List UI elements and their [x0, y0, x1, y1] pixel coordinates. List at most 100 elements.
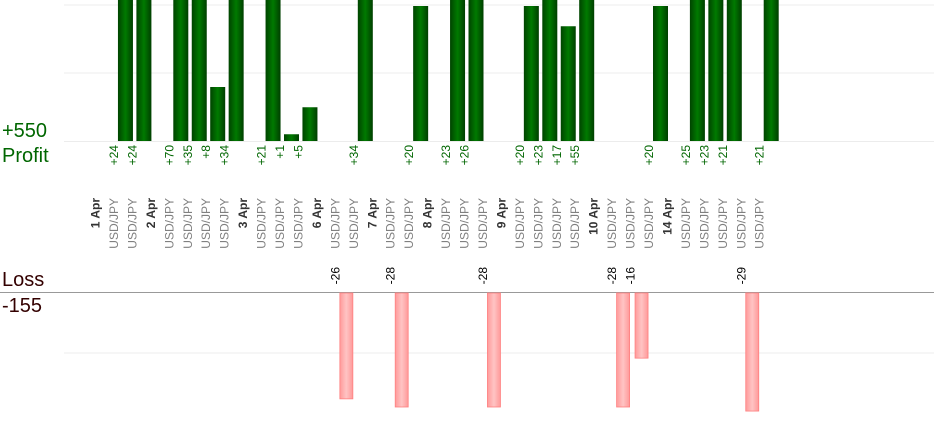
- profit-value-label: +23: [697, 145, 711, 166]
- pair-label: USD/JPY: [273, 198, 287, 249]
- pair-label: USD/JPY: [402, 198, 416, 249]
- profit-bar: [763, 0, 779, 141]
- profit-value-label: +20: [402, 145, 416, 166]
- date-label: 2 Apr: [144, 198, 158, 229]
- profit-value-label: +24: [107, 145, 121, 166]
- profit-bar: [117, 0, 133, 141]
- profit-bar: [173, 0, 189, 141]
- profit-value-label: +5: [291, 145, 305, 159]
- pair-label: USD/JPY: [716, 198, 730, 249]
- profit-bar: [191, 0, 207, 141]
- pair-label: USD/JPY: [568, 198, 582, 249]
- date-label: 1 Apr: [89, 198, 103, 229]
- loss-value-label: -26: [328, 267, 342, 285]
- profit-value-label: +34: [347, 145, 361, 166]
- loss-total-label: -155: [2, 295, 43, 317]
- profit-value-label: +20: [642, 145, 656, 166]
- profit-bar: [357, 0, 373, 141]
- loss-bar: [634, 292, 649, 359]
- profit-value-label: +21: [255, 145, 269, 166]
- profit-value-label: +26: [458, 145, 472, 166]
- pair-label: USD/JPY: [734, 198, 748, 249]
- pair-label: USD/JPY: [642, 198, 656, 249]
- labels-layer: 1 Apr USD/JPY +24 USD/JPY +24 2 Apr USD/JPY +70…: [89, 145, 767, 285]
- pair-label: USD/JPY: [347, 198, 361, 249]
- pair-label: USD/JPY: [697, 198, 711, 249]
- loss-value-label: -28: [384, 267, 398, 285]
- date-label: 3 Apr: [236, 198, 250, 229]
- pair-label: USD/JPY: [181, 198, 195, 249]
- profit-value-label: +21: [716, 145, 730, 166]
- pair-label: USD/JPY: [199, 198, 213, 249]
- pair-label: USD/JPY: [513, 198, 527, 249]
- loss-value-label: -16: [624, 267, 638, 285]
- pair-label: USD/JPY: [107, 198, 121, 249]
- profit-bar: [136, 0, 152, 141]
- pair-label: USD/JPY: [531, 198, 545, 249]
- pair-label: USD/JPY: [439, 198, 453, 249]
- profit-bar: [689, 0, 705, 141]
- profit-value-label: +55: [568, 145, 582, 166]
- profit-bar: [653, 6, 668, 141]
- profit-bar: [468, 0, 484, 141]
- profit-bar: [542, 0, 558, 141]
- loss-bar: [339, 292, 354, 400]
- pair-label: USD/JPY: [125, 198, 139, 249]
- profit-bar: [726, 0, 742, 141]
- grid-layer: [0, 4, 934, 354]
- profit-value-label: +20: [513, 145, 527, 166]
- profit-bar: [579, 0, 595, 141]
- pair-label: USD/JPY: [753, 198, 767, 249]
- profit-bar: [228, 0, 244, 141]
- loss-title: Loss: [2, 269, 45, 291]
- profit-value-label: +23: [439, 145, 453, 166]
- pair-label: USD/JPY: [255, 198, 269, 249]
- loss-bar: [616, 292, 630, 408]
- profit-bar: [284, 134, 299, 141]
- pair-label: USD/JPY: [605, 198, 619, 249]
- pair-label: USD/JPY: [624, 198, 638, 249]
- bars-layer: [117, 0, 779, 412]
- profit-value-label: +35: [181, 145, 195, 166]
- profit-title: Profit: [2, 145, 49, 167]
- profit-bar: [523, 6, 539, 141]
- profit-value-label: +70: [162, 145, 176, 166]
- date-label: 9 Apr: [494, 198, 508, 229]
- profit-value-label: +1: [273, 145, 287, 159]
- pair-label: USD/JPY: [291, 198, 305, 249]
- pair-label: USD/JPY: [384, 198, 398, 249]
- loss-bar: [745, 292, 760, 412]
- pair-label: USD/JPY: [218, 198, 232, 249]
- profit-value-label: +21: [753, 145, 767, 166]
- profit-value-label: +34: [218, 145, 232, 166]
- profit-value-label: +24: [125, 145, 139, 166]
- pair-label: USD/JPY: [476, 198, 490, 249]
- date-label: 8 Apr: [421, 198, 435, 229]
- date-label: 10 Apr: [587, 198, 601, 235]
- loss-bar: [487, 292, 501, 408]
- profit-value-label: +17: [550, 145, 564, 166]
- date-label: 6 Apr: [310, 198, 324, 229]
- date-label: 14 Apr: [660, 198, 674, 235]
- profit-total-label: +550: [2, 120, 48, 142]
- profit-bar: [413, 6, 429, 141]
- profit-value-label: +25: [679, 145, 693, 166]
- pair-label: USD/JPY: [458, 198, 472, 249]
- pair-label: USD/JPY: [679, 198, 693, 249]
- pair-label: USD/JPY: [550, 198, 564, 249]
- profit-bar: [708, 0, 724, 141]
- profit-bar: [450, 0, 466, 141]
- pair-label: USD/JPY: [162, 198, 176, 249]
- loss-value-label: -28: [605, 267, 619, 285]
- profit-bar: [210, 87, 226, 141]
- loss-value-label: -29: [734, 267, 748, 285]
- date-label: 7 Apr: [365, 198, 379, 229]
- loss-value-label: -28: [476, 267, 490, 285]
- loss-bar: [394, 292, 409, 408]
- profit-value-label: +23: [531, 145, 545, 166]
- profit-bar: [302, 107, 318, 141]
- profit-bar: [560, 26, 576, 141]
- pair-label: USD/JPY: [328, 198, 342, 249]
